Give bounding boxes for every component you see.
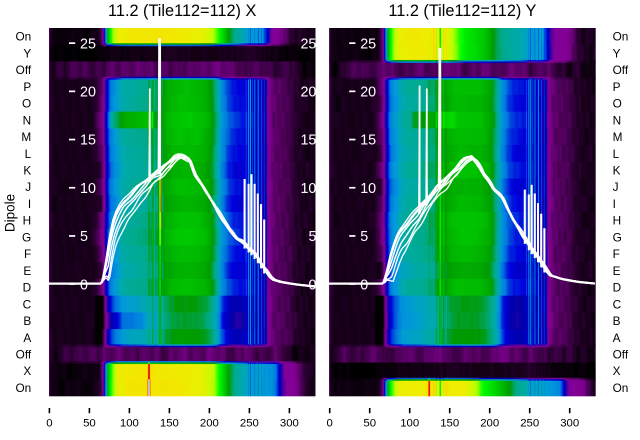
- svg-text:I: I: [613, 197, 616, 211]
- svg-text:B: B: [23, 314, 31, 328]
- svg-text:G: G: [22, 230, 31, 244]
- svg-text:M: M: [21, 130, 31, 144]
- svg-text:On: On: [15, 381, 31, 395]
- svg-text:5: 5: [360, 229, 368, 245]
- svg-text:300: 300: [560, 417, 579, 429]
- svg-text:On: On: [15, 30, 31, 44]
- svg-text:300: 300: [280, 417, 299, 429]
- svg-text:11.2 (Tile112=112) X: 11.2 (Tile112=112) X: [108, 2, 256, 20]
- svg-text:O: O: [22, 97, 31, 111]
- svg-text:L: L: [25, 147, 32, 161]
- svg-text:Y: Y: [23, 46, 31, 60]
- svg-text:E: E: [613, 264, 621, 278]
- svg-text:Off: Off: [613, 63, 629, 77]
- svg-text:A: A: [613, 331, 621, 345]
- svg-text:L: L: [613, 147, 620, 161]
- svg-text:25: 25: [80, 36, 96, 52]
- svg-text:250: 250: [240, 417, 259, 429]
- svg-text:N: N: [23, 113, 32, 127]
- svg-text:0: 0: [46, 417, 52, 429]
- svg-text:25: 25: [300, 36, 316, 52]
- svg-text:25: 25: [360, 36, 376, 52]
- svg-text:F: F: [613, 247, 620, 261]
- svg-text:C: C: [23, 297, 32, 311]
- svg-text:K: K: [23, 164, 31, 178]
- svg-text:10: 10: [300, 181, 316, 197]
- svg-text:10: 10: [360, 181, 376, 197]
- svg-text:A: A: [23, 331, 31, 345]
- svg-text:150: 150: [160, 417, 179, 429]
- svg-text:15: 15: [300, 133, 316, 149]
- svg-text:Off: Off: [613, 348, 629, 362]
- svg-text:15: 15: [360, 133, 376, 149]
- svg-text:Dipole: Dipole: [3, 194, 18, 232]
- svg-text:150: 150: [440, 417, 459, 429]
- svg-text:200: 200: [480, 417, 499, 429]
- svg-text:Y: Y: [613, 46, 621, 60]
- svg-text:Off: Off: [16, 63, 32, 77]
- svg-text:D: D: [613, 281, 622, 295]
- svg-text:200: 200: [200, 417, 219, 429]
- svg-text:D: D: [23, 281, 32, 295]
- svg-text:J: J: [613, 180, 619, 194]
- svg-text:0: 0: [327, 417, 333, 429]
- svg-text:P: P: [613, 80, 621, 94]
- svg-text:20: 20: [300, 85, 316, 101]
- svg-text:Off: Off: [16, 348, 32, 362]
- svg-text:11.2 (Tile112=112) Y: 11.2 (Tile112=112) Y: [388, 2, 536, 20]
- svg-text:On: On: [613, 381, 629, 395]
- svg-text:0: 0: [360, 277, 368, 293]
- svg-text:250: 250: [520, 417, 539, 429]
- svg-text:20: 20: [360, 85, 376, 101]
- svg-text:E: E: [23, 264, 31, 278]
- svg-text:J: J: [25, 180, 31, 194]
- svg-text:F: F: [24, 247, 31, 261]
- svg-text:10: 10: [80, 181, 96, 197]
- svg-text:0: 0: [308, 277, 316, 293]
- svg-text:X: X: [613, 364, 621, 378]
- svg-text:P: P: [23, 80, 31, 94]
- svg-text:M: M: [613, 130, 623, 144]
- svg-text:50: 50: [363, 417, 376, 429]
- svg-text:50: 50: [83, 417, 96, 429]
- svg-text:5: 5: [80, 229, 88, 245]
- svg-text:K: K: [613, 164, 621, 178]
- svg-text:H: H: [613, 214, 622, 228]
- svg-text:O: O: [613, 97, 622, 111]
- svg-text:100: 100: [120, 417, 139, 429]
- svg-text:5: 5: [308, 229, 316, 245]
- svg-text:H: H: [23, 214, 32, 228]
- svg-text:15: 15: [80, 133, 96, 149]
- svg-text:On: On: [613, 30, 629, 44]
- svg-text:0: 0: [80, 277, 88, 293]
- svg-text:N: N: [613, 113, 622, 127]
- svg-text:I: I: [28, 197, 31, 211]
- svg-text:B: B: [613, 314, 621, 328]
- svg-text:X: X: [23, 364, 31, 378]
- svg-text:20: 20: [80, 85, 96, 101]
- svg-text:100: 100: [400, 417, 419, 429]
- svg-text:C: C: [613, 297, 622, 311]
- svg-text:G: G: [613, 230, 622, 244]
